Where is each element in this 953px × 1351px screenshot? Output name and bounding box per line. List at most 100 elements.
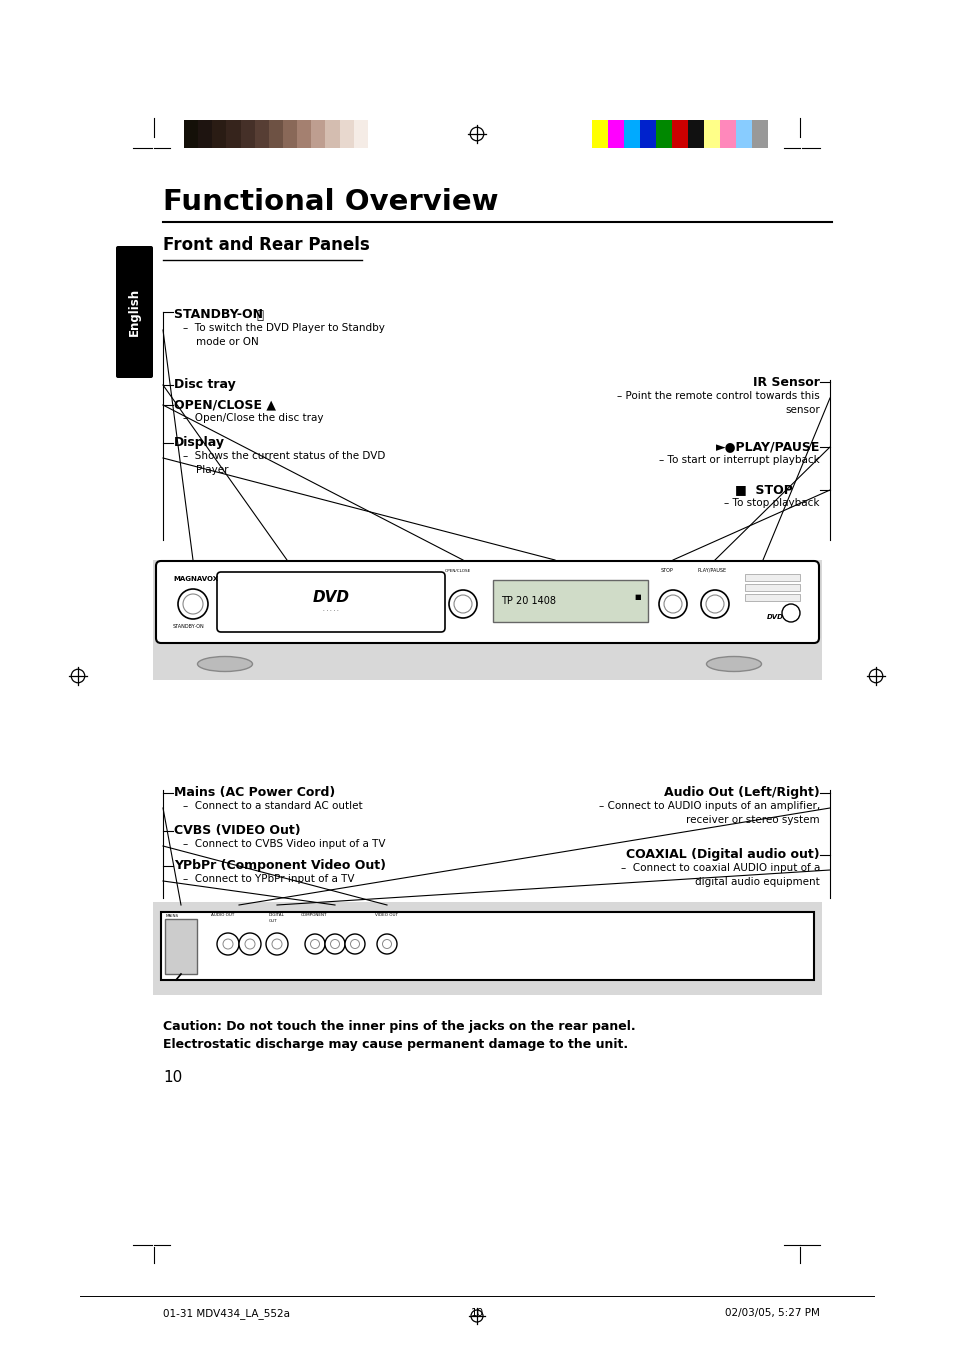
Ellipse shape [706,657,760,671]
Text: digital audio equipment: digital audio equipment [695,877,820,888]
Circle shape [272,939,282,948]
Bar [283,120,296,149]
Circle shape [223,939,233,948]
Bar [703,120,720,149]
Text: ■: ■ [634,594,640,600]
Text: DIGITAL: DIGITAL [269,913,285,917]
Bar [165,919,196,974]
Bar [720,120,735,149]
Bar [744,574,800,581]
Text: Disc tray: Disc tray [173,378,235,390]
Text: 02/03/05, 5:27 PM: 02/03/05, 5:27 PM [724,1308,820,1319]
Text: COAXIAL (Digital audio out): COAXIAL (Digital audio out) [626,848,820,861]
Text: Caution: Do not touch the inner pins of the jacks on the rear panel.: Caution: Do not touch the inner pins of … [163,1020,635,1034]
Text: – To stop playback: – To stop playback [723,499,820,508]
Text: ►●PLAY/PAUSE: ►●PLAY/PAUSE [715,440,820,453]
Bar [744,584,800,590]
Bar [639,120,656,149]
Circle shape [659,590,686,617]
Text: receiver or stereo system: receiver or stereo system [685,815,820,825]
Circle shape [663,594,681,613]
Bar [592,120,607,149]
Bar [493,580,647,621]
Text: MAINS: MAINS [166,915,179,917]
Bar [152,561,821,680]
Text: Player: Player [195,465,229,476]
Bar [152,902,821,994]
Circle shape [382,939,391,948]
Bar [368,120,381,149]
Circle shape [239,934,261,955]
Text: PLAY/PAUSE: PLAY/PAUSE [698,567,726,573]
Bar [161,912,813,979]
Text: COMPONENT: COMPONENT [301,913,327,917]
Bar [213,120,226,149]
Text: Mains (AC Power Cord): Mains (AC Power Cord) [173,786,335,798]
Text: · · · · ·: · · · · · [323,608,338,612]
Text: 01-31 MDV434_LA_552a: 01-31 MDV434_LA_552a [163,1308,290,1319]
Text: –  Connect to coaxial AUDIO input of a: – Connect to coaxial AUDIO input of a [620,863,820,873]
Bar [240,120,254,149]
Text: –  Shows the current status of the DVD: – Shows the current status of the DVD [183,451,385,461]
Text: –  Connect to CVBS Video input of a TV: – Connect to CVBS Video input of a TV [183,839,385,848]
Bar [296,120,311,149]
Text: VIDEO OUT: VIDEO OUT [375,913,397,917]
Circle shape [700,590,728,617]
Text: CVBS (VIDEO Out): CVBS (VIDEO Out) [173,824,300,838]
Text: 10: 10 [470,1308,483,1319]
FancyBboxPatch shape [116,246,152,378]
Bar [751,120,767,149]
Circle shape [216,934,239,955]
Circle shape [330,939,339,948]
Bar [744,594,800,601]
Text: TP 20 1408: TP 20 1408 [500,596,556,607]
Circle shape [781,604,800,621]
Text: – Point the remote control towards this: – Point the remote control towards this [617,390,820,401]
Text: STANDBY-ON: STANDBY-ON [173,308,267,322]
Circle shape [454,594,472,613]
Text: – To start or interrupt playback: – To start or interrupt playback [659,455,820,465]
Bar [687,120,703,149]
Text: English: English [128,288,141,336]
Text: ■  STOP: ■ STOP [735,484,792,496]
Text: STANDBY·ON: STANDBY·ON [172,624,205,630]
Bar [623,120,639,149]
Text: OPEN/CLOSE: OPEN/CLOSE [444,569,471,573]
Text: Display: Display [173,436,225,449]
Text: AUDIO OUT: AUDIO OUT [211,913,234,917]
Text: IR Sensor: IR Sensor [752,376,820,389]
FancyBboxPatch shape [216,571,444,632]
Ellipse shape [197,657,253,671]
Text: –  Open/Close the disc tray: – Open/Close the disc tray [183,413,323,423]
Text: DVD: DVD [313,589,349,604]
Text: – Connect to AUDIO inputs of an amplifier,: – Connect to AUDIO inputs of an amplifie… [598,801,820,811]
Circle shape [266,934,288,955]
Circle shape [376,934,396,954]
Text: –  To switch the DVD Player to Standby: – To switch the DVD Player to Standby [183,323,384,332]
Text: ⏻: ⏻ [255,309,263,322]
Text: Audio Out (Left/Right): Audio Out (Left/Right) [663,786,820,798]
Circle shape [178,589,208,619]
Circle shape [449,590,476,617]
Circle shape [245,939,254,948]
Bar [325,120,339,149]
Text: –  Connect to YPbPr input of a TV: – Connect to YPbPr input of a TV [183,874,355,884]
Bar [339,120,354,149]
Bar [198,120,213,149]
FancyBboxPatch shape [156,561,818,643]
Text: YPbPr (Component Video Out): YPbPr (Component Video Out) [173,859,386,871]
Text: sensor: sensor [784,405,820,415]
Circle shape [325,934,345,954]
Text: DVD: DVD [766,613,782,620]
Circle shape [310,939,319,948]
Text: Functional Overview: Functional Overview [163,188,498,216]
Text: mode or ON: mode or ON [195,336,258,347]
Bar [226,120,240,149]
Bar [311,120,325,149]
Bar [607,120,623,149]
Circle shape [345,934,365,954]
Bar [269,120,283,149]
Text: OUT: OUT [269,919,277,923]
Bar [656,120,671,149]
Text: OPEN/CLOSE ▲: OPEN/CLOSE ▲ [173,399,275,411]
